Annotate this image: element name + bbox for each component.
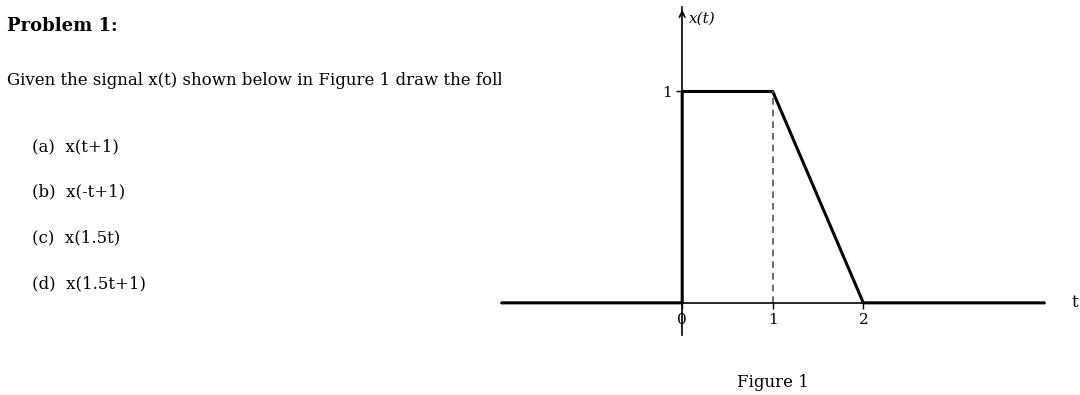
Text: (b)  x(-t+1): (b) x(-t+1)	[31, 184, 125, 201]
Text: (c)  x(1.5t): (c) x(1.5t)	[31, 230, 120, 247]
Text: Given the signal x(t) shown below in Figure 1 draw the following: Given the signal x(t) shown below in Fig…	[6, 72, 553, 89]
Text: t: t	[1071, 294, 1078, 311]
Text: Figure 1: Figure 1	[737, 374, 809, 391]
Text: (a)  x(t+1): (a) x(t+1)	[31, 138, 119, 155]
Text: x(t): x(t)	[689, 11, 716, 25]
Text: (d)  x(1.5t+1): (d) x(1.5t+1)	[31, 276, 146, 293]
Text: Problem 1:: Problem 1:	[6, 17, 118, 35]
